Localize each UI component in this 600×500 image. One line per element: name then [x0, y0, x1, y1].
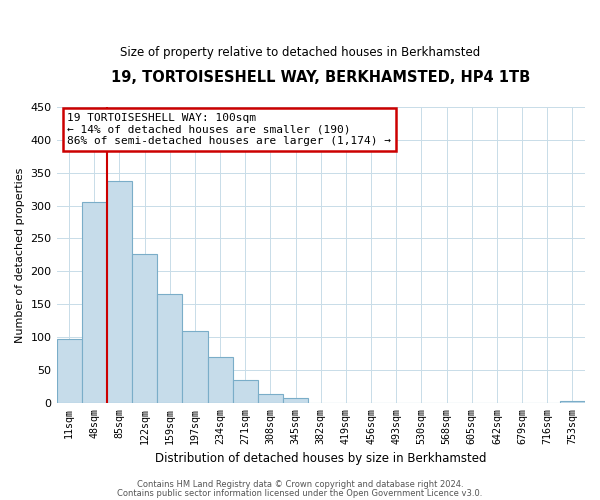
Bar [208, 358, 233, 403]
Title: 19, TORTOISESHELL WAY, BERKHAMSTED, HP4 1TB: 19, TORTOISESHELL WAY, BERKHAMSTED, HP4 … [111, 70, 530, 85]
Bar [82, 202, 107, 403]
Bar [107, 180, 132, 403]
Bar [157, 294, 182, 403]
Y-axis label: Number of detached properties: Number of detached properties [15, 167, 25, 342]
Bar [283, 398, 308, 403]
Text: 19 TORTOISESHELL WAY: 100sqm
← 14% of detached houses are smaller (190)
86% of s: 19 TORTOISESHELL WAY: 100sqm ← 14% of de… [67, 113, 391, 146]
Bar [182, 331, 208, 403]
Text: Size of property relative to detached houses in Berkhamsted: Size of property relative to detached ho… [120, 46, 480, 59]
Bar [560, 401, 585, 403]
Bar [56, 339, 82, 403]
Bar [258, 394, 283, 403]
Bar [233, 380, 258, 403]
Text: Contains public sector information licensed under the Open Government Licence v3: Contains public sector information licen… [118, 488, 482, 498]
X-axis label: Distribution of detached houses by size in Berkhamsted: Distribution of detached houses by size … [155, 452, 487, 465]
Text: Contains HM Land Registry data © Crown copyright and database right 2024.: Contains HM Land Registry data © Crown c… [137, 480, 463, 489]
Bar [132, 254, 157, 403]
